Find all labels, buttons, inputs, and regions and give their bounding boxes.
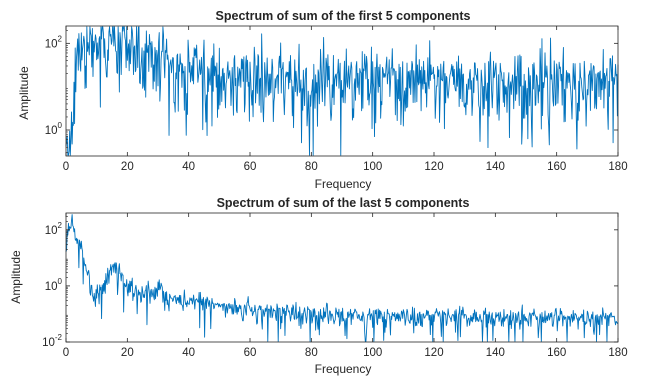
y-tick-label: 100 <box>45 277 63 293</box>
x-tick-label: 100 <box>363 161 382 173</box>
y-tick-label: 100 <box>45 121 63 137</box>
plot-bottom: Spectrum of sum of the last 5 components… <box>9 196 628 376</box>
x-axis-ticks: 0 20 40 60 80 100 120 140 160 180 <box>63 213 628 359</box>
x-tick-label: 40 <box>182 161 195 173</box>
x-tick-label: 80 <box>305 347 318 359</box>
x-tick-label: 180 <box>608 347 627 359</box>
x-tick-label: 120 <box>424 161 443 173</box>
x-tick-label: 160 <box>547 161 566 173</box>
x-axis-label: Frequency <box>315 362 372 376</box>
spectrum-series-line <box>65 214 619 342</box>
x-tick-label: 20 <box>121 347 134 359</box>
x-tick-label: 180 <box>608 161 627 173</box>
x-axis-ticks: 0 20 40 60 80 100 120 140 160 180 <box>63 26 628 173</box>
x-tick-label: 40 <box>182 347 195 359</box>
x-tick-label: 100 <box>363 347 382 359</box>
chart-title: Spectrum of sum of the last 5 components <box>217 196 470 210</box>
x-tick-label: 140 <box>486 347 505 359</box>
x-tick-label: 140 <box>486 161 505 173</box>
y-tick-label: 102 <box>45 221 63 237</box>
y-axis-label: Amplitude <box>9 250 23 304</box>
y-tick-label: 102 <box>45 34 63 50</box>
chart-title: Spectrum of sum of the first 5 component… <box>216 9 471 23</box>
plot-area-frame <box>65 212 619 343</box>
x-tick-label: 60 <box>244 161 257 173</box>
x-tick-label: 160 <box>547 347 566 359</box>
x-tick-label: 20 <box>121 161 134 173</box>
x-tick-label: 0 <box>63 161 69 173</box>
series-line-group <box>65 214 619 342</box>
x-tick-label: 120 <box>424 347 443 359</box>
y-axis-label: Amplitude <box>17 66 31 120</box>
x-tick-label: 60 <box>244 347 257 359</box>
spectrum-series-line <box>65 26 619 156</box>
y-tick-label: 10-2 <box>42 333 62 349</box>
y-axis-ticks: 100 102 <box>45 29 618 153</box>
series-line-group <box>65 26 619 156</box>
x-axis-label: Frequency <box>315 177 372 191</box>
x-tick-label: 0 <box>63 347 69 359</box>
x-tick-label: 80 <box>305 161 318 173</box>
y-axis-ticks: 10-2 100 102 <box>42 216 618 349</box>
plot-top: Spectrum of sum of the first 5 component… <box>17 9 628 191</box>
